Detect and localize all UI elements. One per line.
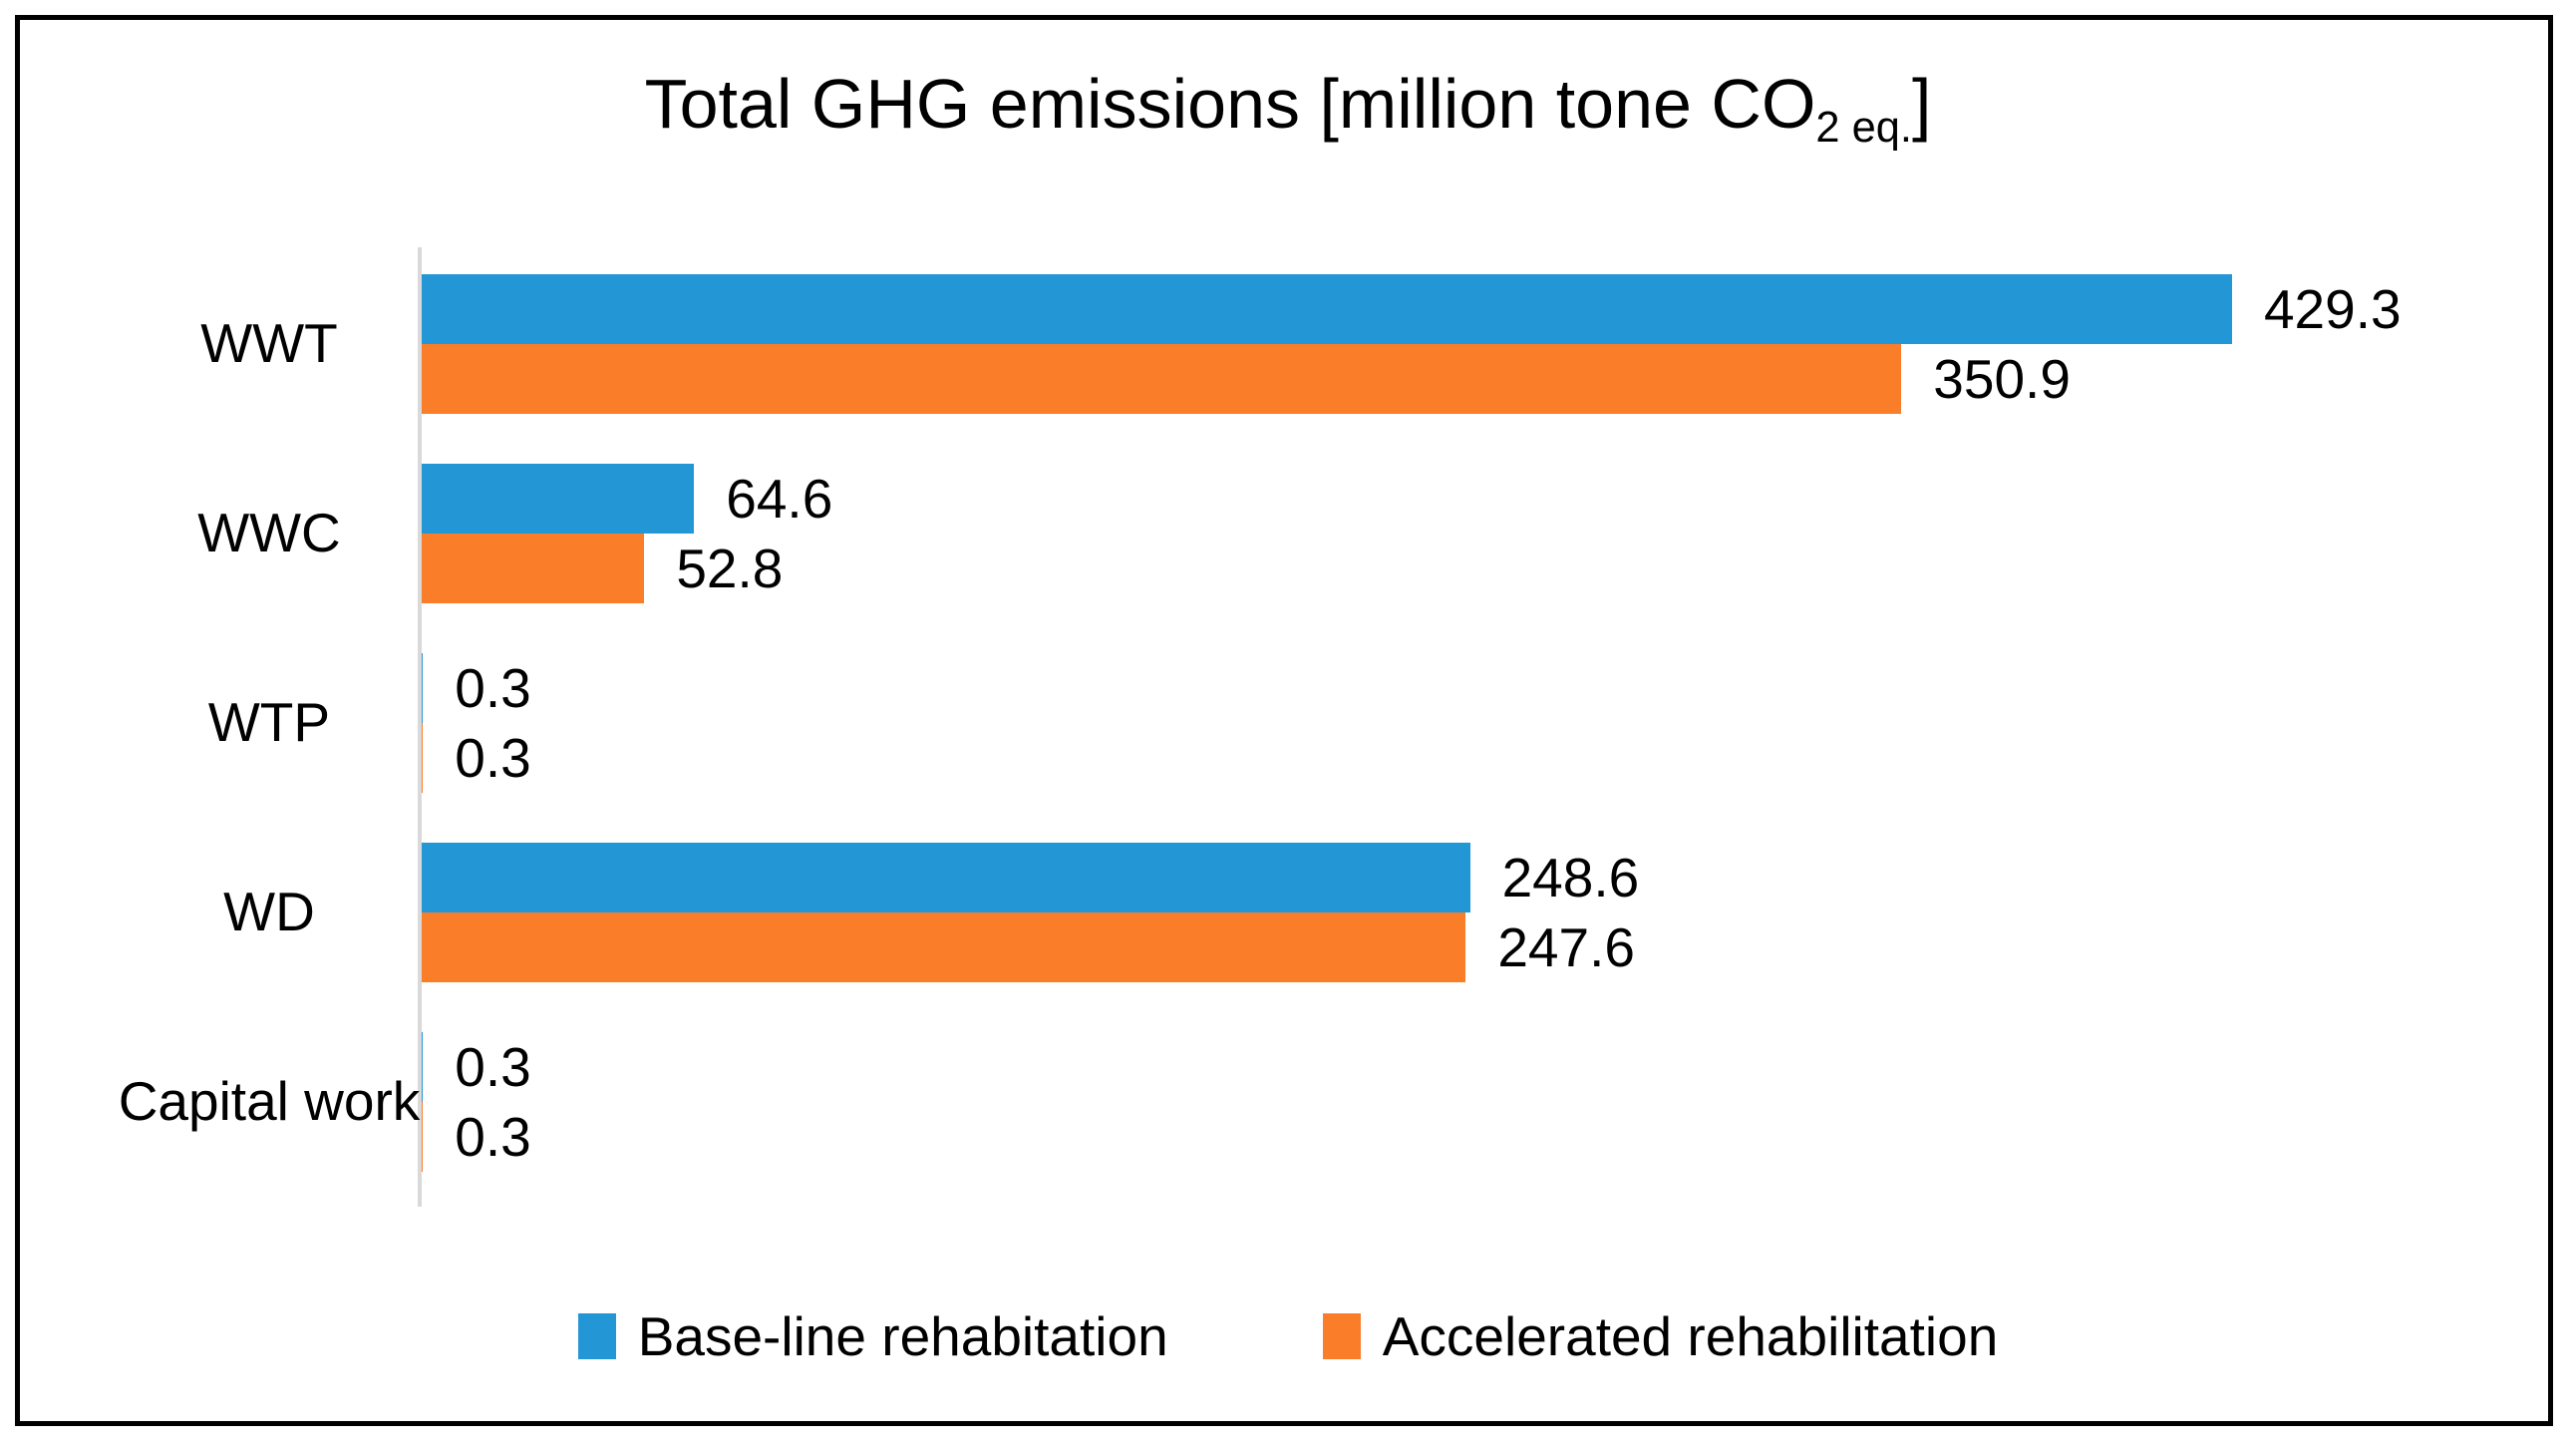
bar-value-label: 248.6 [1501, 847, 1640, 908]
legend-item-series-1: Accelerated rehabilitation [1322, 1304, 1999, 1368]
legend-item-series-0: Base-line rehabitation [577, 1304, 1168, 1368]
legend-swatch-icon [1322, 1313, 1361, 1359]
bar-series-0-wd [422, 843, 1470, 912]
chart-title-close-bracket: ] [1911, 65, 1932, 143]
bar-series-1-wd [422, 912, 1466, 982]
bar-value-label: 350.9 [1933, 348, 2071, 410]
bar-series-1-wtp [422, 723, 424, 793]
category-row-wtp: WTP 0.3 0.3 [0, 628, 2576, 818]
bar-series-0-wwc [422, 464, 695, 534]
bar-value-label: 0.3 [455, 1106, 531, 1168]
bar-series-1-wwc [422, 534, 645, 603]
bar-value-label: 64.6 [726, 468, 833, 530]
bar-series-1-wwt [422, 344, 1902, 414]
chart-title-main: Total GHG emissions [million tone CO [644, 65, 1816, 143]
category-axis-line [418, 247, 422, 1207]
legend-label: Accelerated rehabilitation [1382, 1305, 1999, 1367]
legend-swatch-icon [577, 1313, 616, 1359]
chart-frame-border [15, 15, 2553, 1426]
bar-value-label: 247.6 [1497, 916, 1635, 978]
category-label: WWC [197, 502, 341, 564]
category-row-wwc: WWC 64.6 52.8 [0, 439, 2576, 628]
category-label: Capital work [118, 1070, 421, 1133]
bar-series-0-capital-work [422, 1032, 424, 1102]
bar-value-label: 429.3 [2263, 278, 2402, 340]
category-row-capital-work: Capital work 0.3 0.3 [0, 1007, 2576, 1197]
category-label: WWT [200, 312, 338, 375]
category-row-wwt: WWT 429.3 350.9 [0, 249, 2576, 439]
bar-series-1-capital-work [422, 1102, 424, 1172]
bar-value-label: 0.3 [455, 1036, 531, 1098]
bar-series-0-wwt [422, 274, 2232, 344]
chart-title: Total GHG emissions [million tone CO2 eq… [0, 62, 2576, 154]
chart-title-subscript: 2 eq. [1815, 103, 1912, 152]
bar-value-label: 0.3 [455, 727, 531, 789]
category-row-wd: WD 248.6 247.6 [0, 818, 2576, 1007]
category-label: WD [223, 881, 315, 943]
bar-series-0-wtp [422, 653, 424, 723]
legend: Base-line rehabitation Accelerated rehabi… [0, 1304, 2576, 1368]
category-label: WTP [207, 691, 331, 754]
bar-value-label: 0.3 [455, 657, 531, 719]
bar-value-label: 52.8 [676, 538, 784, 599]
legend-label: Base-line rehabitation [637, 1305, 1168, 1367]
